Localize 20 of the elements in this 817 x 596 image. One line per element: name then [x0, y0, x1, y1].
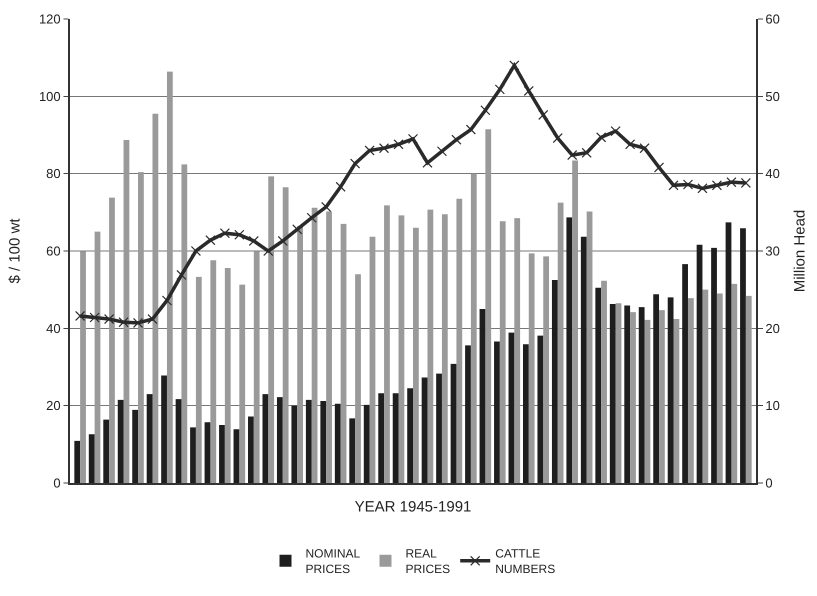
legend-label: NOMINAL PRICES — [306, 546, 360, 576]
y2-tick-label: 30 — [765, 244, 780, 259]
y2-axis-title: Million Head — [791, 210, 808, 292]
y-tick-label: 40 — [46, 320, 61, 336]
y2-tick-label: 20 — [765, 320, 780, 336]
y-tick-label: 20 — [46, 398, 61, 414]
y2-tick-label: 40 — [765, 166, 780, 182]
y-tick-label: 0 — [53, 476, 61, 491]
y-tick-label: 80 — [46, 166, 61, 182]
y2-tick-label: 60 — [765, 12, 780, 27]
y2-tick-label: 10 — [765, 398, 780, 414]
y-axis-title: $ / 100 wt — [6, 218, 24, 284]
y2-tick-label: 50 — [765, 88, 780, 104]
y-tick-label: 100 — [38, 88, 61, 104]
y2-tick-label: 0 — [765, 476, 773, 491]
y-tick-label: 60 — [46, 244, 61, 259]
y-tick-label: 120 — [38, 12, 61, 27]
legend-label: REAL PRICES — [406, 546, 450, 576]
x-axis-title: YEAR 1945-1991 — [354, 498, 472, 516]
legend-label: CATTLE NUMBERS — [495, 546, 556, 576]
